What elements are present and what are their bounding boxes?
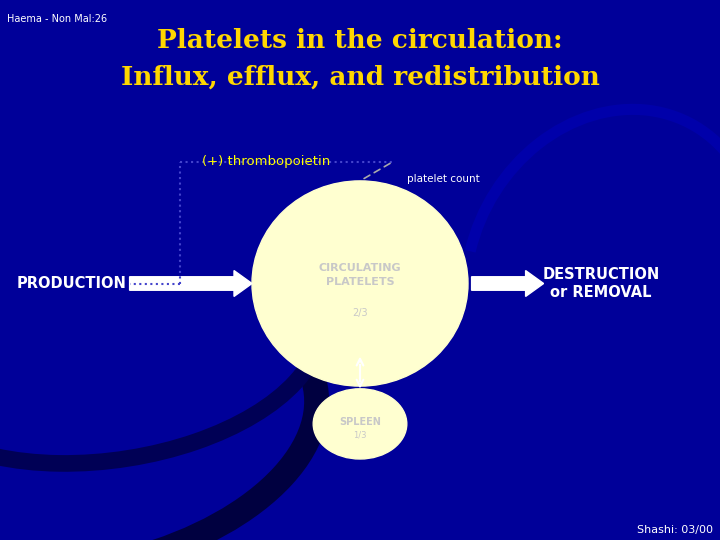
Text: Shashi: 03/00: Shashi: 03/00 <box>636 524 713 535</box>
Text: 1/3: 1/3 <box>354 430 366 439</box>
Text: DESTRUCTION
or REMOVAL: DESTRUCTION or REMOVAL <box>543 267 660 300</box>
FancyArrow shape <box>472 271 544 296</box>
Text: 2/3: 2/3 <box>352 308 368 318</box>
Ellipse shape <box>252 181 468 386</box>
Text: CIRCULATING
PLATELETS: CIRCULATING PLATELETS <box>319 264 401 287</box>
Ellipse shape <box>313 389 407 459</box>
Text: platelet count: platelet count <box>407 174 480 184</box>
Text: (+) thrombopoietin: (+) thrombopoietin <box>202 156 330 168</box>
Text: Haema - Non Mal:26: Haema - Non Mal:26 <box>7 14 107 24</box>
Text: Platelets in the circulation:: Platelets in the circulation: <box>157 28 563 53</box>
Text: SPLEEN: SPLEEN <box>339 417 381 427</box>
Text: PRODUCTION: PRODUCTION <box>17 276 127 291</box>
Text: Influx, efflux, and redistribution: Influx, efflux, and redistribution <box>120 64 600 89</box>
FancyArrow shape <box>130 271 252 296</box>
